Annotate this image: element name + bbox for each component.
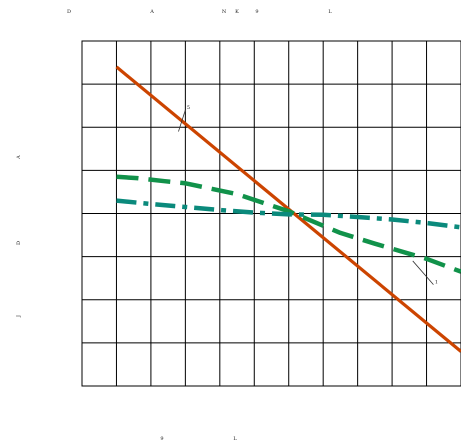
top-label: D xyxy=(67,9,71,15)
top-label: K xyxy=(235,9,239,15)
x-axis-label: 9 xyxy=(160,436,163,442)
annotation-leader xyxy=(412,260,434,285)
series-line-2 xyxy=(116,174,461,274)
annotation-leader xyxy=(178,109,186,132)
chart-labels: D A N K 9 L A D J 9 L xyxy=(16,9,332,442)
annotation-label: 5 xyxy=(187,105,190,111)
annotation-label: 1 xyxy=(435,280,438,286)
x-axis-label: L xyxy=(233,436,237,442)
top-label: L xyxy=(328,9,332,15)
chart-annotations: 51 xyxy=(178,105,438,286)
y-axis-label: J xyxy=(16,315,22,318)
top-label: 9 xyxy=(255,9,258,15)
chart-grid xyxy=(81,40,461,387)
series-line-3 xyxy=(116,198,461,230)
y-axis-label: D xyxy=(16,241,22,245)
y-axis-label: A xyxy=(16,155,22,160)
chart-series xyxy=(115,65,461,353)
top-label: A xyxy=(149,9,154,15)
top-label: N xyxy=(222,9,227,15)
